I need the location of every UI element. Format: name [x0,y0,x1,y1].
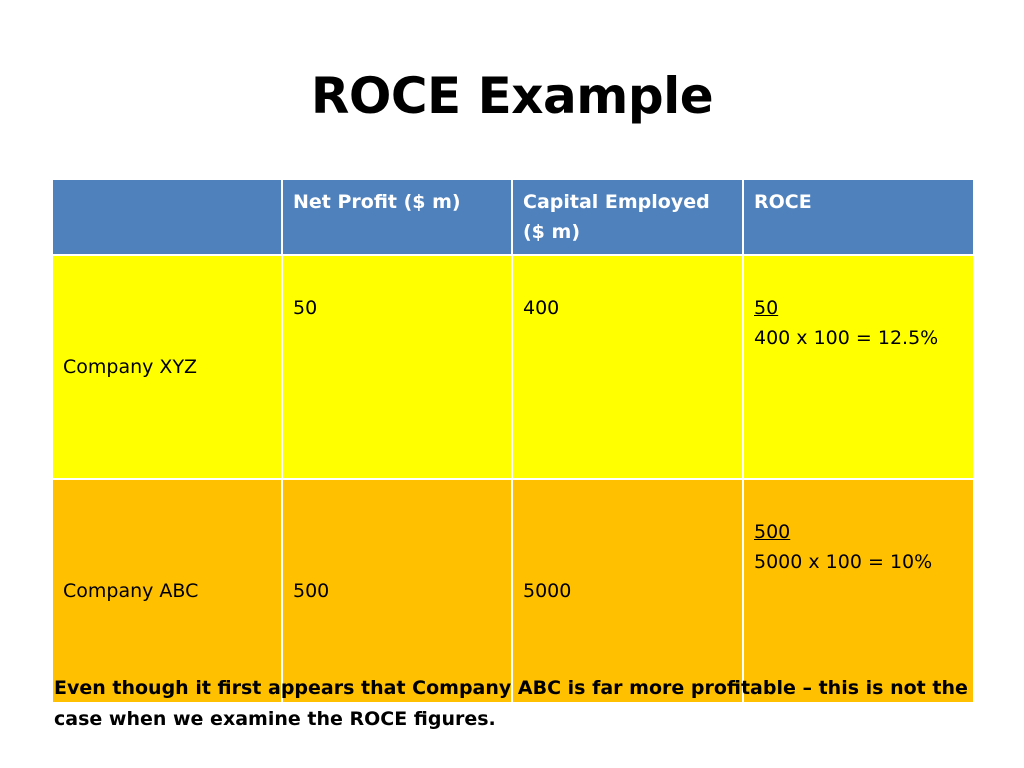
roce-cell: 500 5000 x 100 = 10% [742,478,975,704]
net-profit-cell: 500 [281,478,513,704]
company-name-cell: Company XYZ [51,254,283,480]
company-name-cell: Company ABC [51,478,283,704]
roce-table: Net Profit ($ m) Capital Employed ($ m) … [51,178,975,704]
header-cell-net-profit: Net Profit ($ m) [281,178,513,256]
table-header-row: Net Profit ($ m) Capital Employed ($ m) … [51,178,975,256]
roce-numerator: 500 [754,521,791,543]
header-cell-roce: ROCE [742,178,975,256]
roce-formula: 400 x 100 = 12.5% [754,327,939,349]
roce-cell: 50 400 x 100 = 12.5% [742,254,975,480]
capital-employed-cell: 400 [511,254,744,480]
net-profit-cell: 50 [281,254,513,480]
footnote-text: Even though it first appears that Compan… [54,677,968,730]
table-row: Company XYZ 50 400 50 400 x 100 = 12.5% [51,254,975,480]
slide-title: ROCE Example [310,67,714,125]
table-row: Company ABC 500 5000 500 5000 x 100 = 10… [51,478,975,704]
roce-formula: 5000 x 100 = 10% [754,551,933,573]
roce-numerator: 50 [754,297,779,319]
capital-employed-cell: 5000 [511,478,744,704]
header-cell-company [51,178,283,256]
header-cell-capital-employed: Capital Employed ($ m) [511,178,744,256]
